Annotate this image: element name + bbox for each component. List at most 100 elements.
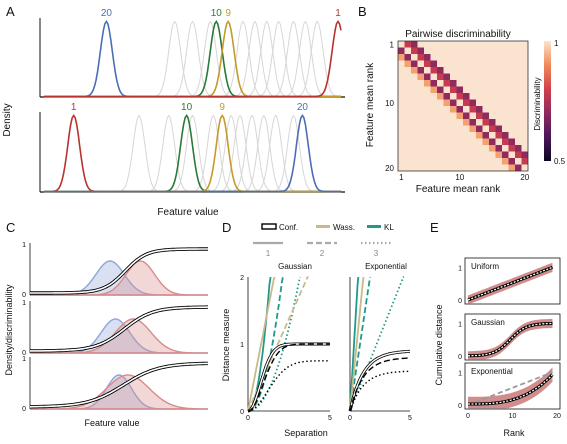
panel-b-cell — [463, 119, 470, 126]
panel-c-discriminability-curve — [30, 248, 208, 294]
panel-b-cell — [450, 106, 457, 113]
panel-d-conf-line — [247, 343, 330, 412]
panel-d-kl-line — [349, 276, 360, 412]
panel-d-ylabel: Distance measure — [221, 309, 231, 382]
panel-d-ytick: 1 — [240, 342, 244, 349]
panel-b-cell — [476, 125, 483, 132]
panel-d-wass-line — [247, 276, 309, 412]
panel-a-rank-label: 1 — [335, 8, 341, 19]
panel-b-cell — [424, 54, 431, 61]
panel-c-density-red — [30, 374, 208, 410]
panel-letter-d: D — [222, 220, 231, 235]
panel-b: Pairwise discriminability Feature mean r… — [365, 29, 566, 195]
panel-b-cell — [456, 86, 463, 93]
panel-a-ylabel: Density — [2, 103, 13, 136]
panel-b-cell — [502, 138, 509, 145]
panel-b-cell — [476, 112, 483, 119]
panel-b-xtick: 10 — [455, 173, 464, 182]
panel-e: Cumulative distance Rank Uniform10Gaussi… — [434, 257, 561, 438]
panel-d-legend-label: Wass. — [333, 223, 355, 232]
panel-c-ytick: 1 — [22, 356, 26, 363]
panel-c-ytick: 1 — [22, 242, 26, 249]
panel-d: Distance measure Separation Conf. Wass. KL… — [221, 223, 412, 438]
panel-b-cell — [404, 54, 411, 61]
panel-b-ytick: 1 — [390, 40, 395, 49]
panel-b-title: Pairwise discriminability — [405, 29, 511, 40]
panel-b-cell — [443, 99, 450, 106]
panel-d-ytick: 2 — [240, 275, 244, 282]
panel-c-discriminability-curve — [30, 362, 208, 408]
panel-b-cell — [502, 132, 509, 139]
panel-d-kl-line — [247, 276, 302, 412]
panel-e-curve — [468, 374, 553, 405]
panel-e-ytick: 1 — [458, 265, 462, 272]
panel-b-cell — [424, 60, 431, 67]
panel-b-cell — [495, 125, 502, 132]
panel-b-cell — [411, 47, 418, 54]
panel-b-cell — [424, 73, 431, 80]
panel-e-band — [468, 367, 553, 409]
panel-b-cell — [482, 132, 489, 139]
panel-d-kl-line — [349, 276, 372, 412]
panel-e-xtick: 10 — [509, 413, 517, 420]
panel-b-cell — [450, 86, 457, 93]
panel-b-cell — [450, 99, 457, 106]
panel-b-cell — [417, 73, 424, 80]
panel-b-cell — [476, 132, 483, 139]
panel-b-frame — [397, 40, 529, 172]
panel-e-frame — [464, 257, 561, 305]
panel-c-ytick: 0 — [22, 292, 26, 299]
panel-a-rank-label: 10 — [181, 102, 193, 113]
panel-b-cell — [495, 151, 502, 158]
panel-d-xlabel: Separation — [284, 428, 328, 438]
panel-b-colorbar-tick: 0.5 — [554, 157, 566, 166]
panel-e-curve — [467, 266, 553, 301]
panel-e-curve — [468, 322, 553, 357]
panel-b-ylabel: Feature mean rank — [365, 62, 376, 147]
panel-b-cell — [489, 119, 496, 126]
panel-b-cell — [437, 67, 444, 74]
panel-b-cell — [417, 54, 424, 61]
panel-b-cell — [476, 106, 483, 113]
panel-d-subplot-title: Exponential — [365, 262, 407, 271]
panel-b-cell — [463, 112, 470, 119]
panel-b-cell — [437, 86, 444, 93]
panel-a-rank-label: 9 — [219, 102, 225, 113]
panel-b-cell — [443, 80, 450, 87]
panel-e-xtick: 0 — [466, 413, 470, 420]
panel-c-ytick: 0 — [22, 406, 26, 413]
panel-b-cell — [450, 80, 457, 87]
panel-b-cell — [398, 47, 405, 54]
panel-a-rank-label: 10 — [211, 8, 223, 19]
panel-c-density-red — [30, 260, 208, 296]
panel-e-ytick: 0 — [458, 354, 462, 361]
panel-b-cell — [424, 80, 431, 87]
panel-d-conf-line — [349, 357, 410, 412]
panel-letter-c: C — [6, 220, 15, 235]
panel-b-xlabel: Feature mean rank — [416, 184, 501, 195]
panel-e-xlabel: Rank — [503, 428, 525, 438]
panel-b-cell — [430, 86, 437, 93]
panel-d-style-label: 1 — [266, 249, 271, 258]
panel-d-style-label: 3 — [374, 249, 379, 258]
panel-b-cell — [495, 145, 502, 152]
panel-e-ytick: 0 — [458, 403, 462, 410]
panel-e-subplot-title: Exponential — [471, 367, 513, 376]
panel-e-ytick: 0 — [458, 298, 462, 305]
panel-e-subplot-title: Gaussian — [471, 318, 505, 327]
panel-a-xlabel: Feature value — [157, 207, 219, 218]
panel-b-cell — [417, 47, 424, 54]
panel-a-rank-label: 20 — [297, 102, 309, 113]
panel-letter-b: B — [358, 4, 367, 19]
panel-b-cell — [469, 119, 476, 126]
panel-d-xtick: 5 — [328, 415, 332, 422]
panel-d-wass-line — [247, 276, 276, 412]
panel-b-cell — [437, 93, 444, 100]
panel-a-rank-label: 9 — [225, 8, 231, 19]
panel-d-legend-swatch — [261, 223, 277, 230]
panel-b-xtick: 1 — [399, 173, 404, 182]
panel-b-cell — [404, 41, 411, 48]
panel-b-ytick: 20 — [385, 164, 394, 173]
panel-b-cell — [456, 112, 463, 119]
